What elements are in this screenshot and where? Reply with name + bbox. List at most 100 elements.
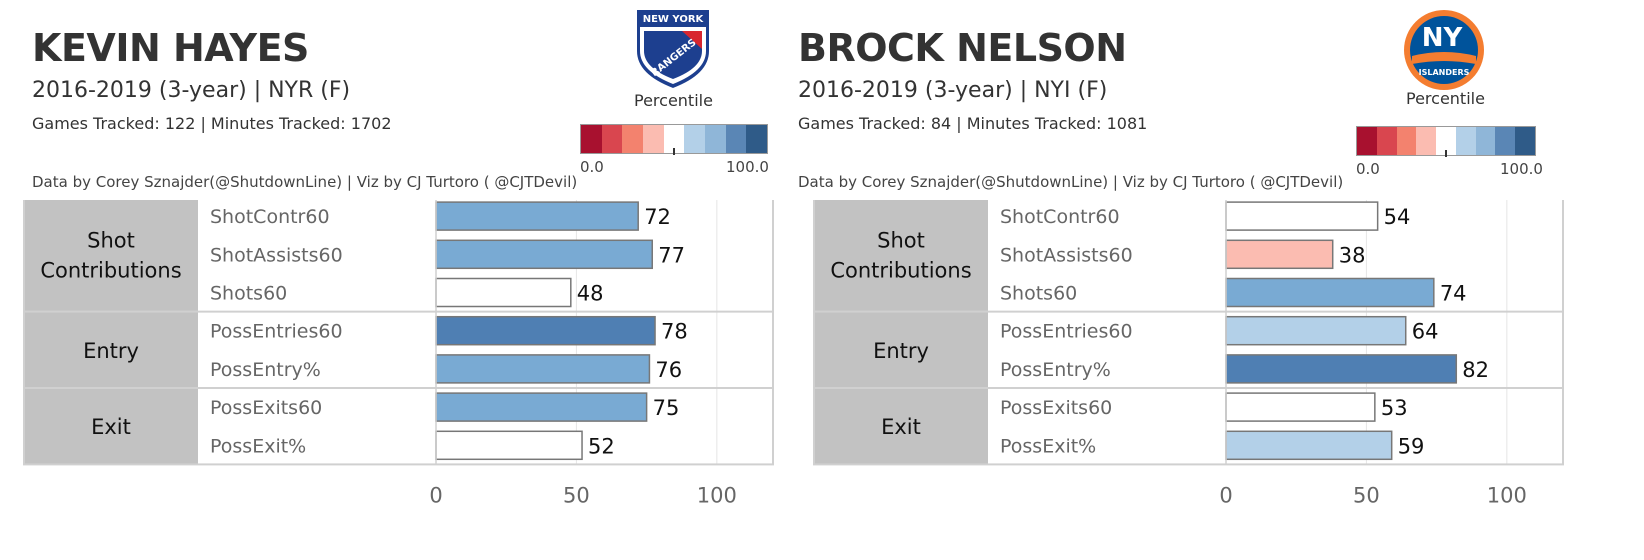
bar-value-label: 75 <box>653 396 680 420</box>
x-tick-label: 0 <box>1219 483 1232 507</box>
legend-min-label: 0.0 <box>580 158 604 176</box>
legend-max-label: 100.0 <box>1500 160 1543 178</box>
legend-swatch <box>663 125 685 153</box>
legend-swatch <box>601 125 623 153</box>
bar <box>435 201 639 231</box>
bar <box>1225 315 1407 346</box>
percentile-color-legend <box>1356 126 1536 156</box>
bar <box>1225 201 1379 231</box>
bar-value-label: 64 <box>1412 320 1439 344</box>
category-band <box>814 388 988 465</box>
player-subtitle: 2016-2019 (3-year) | NYI (F) <box>798 78 1108 103</box>
bar-value-label: 77 <box>658 243 685 267</box>
legend-swatch <box>1475 127 1496 155</box>
player-stats: Games Tracked: 84 | Minutes Tracked: 108… <box>798 114 1148 133</box>
category-label: Entry <box>873 339 929 363</box>
percentile-color-legend <box>580 124 768 154</box>
metric-label: PossEntry% <box>210 359 321 381</box>
x-tick-label: 0 <box>429 483 442 507</box>
bar-value-label: 76 <box>655 358 682 382</box>
x-tick-label: 100 <box>1487 483 1527 507</box>
metric-label: Shots60 <box>210 283 287 305</box>
category-band <box>24 388 198 465</box>
category-label: Entry <box>83 339 139 363</box>
legend-swatch <box>1436 127 1456 155</box>
bar-chart-svg: Shot Contributions Entry Exit ShotContr60 54 S… <box>813 200 1564 507</box>
svg-text:NEW YORK: NEW YORK <box>643 14 705 25</box>
category-label: Shot <box>87 228 135 252</box>
metric-label: ShotAssists60 <box>1000 244 1133 266</box>
bar-value-label: 54 <box>1384 205 1411 229</box>
bar <box>1225 277 1435 308</box>
legend-swatch <box>1357 127 1377 155</box>
rangers-shield-logo: NEW YORK RANGERS <box>635 8 711 91</box>
bar <box>435 277 572 308</box>
legend-title: Percentile <box>634 91 713 110</box>
bar-value-label: 78 <box>661 320 688 344</box>
bar-value-label: 72 <box>644 205 671 229</box>
bar <box>435 430 583 461</box>
legend-swatch <box>581 125 602 153</box>
metric-label: PossExits60 <box>210 397 322 419</box>
bar <box>1225 392 1376 422</box>
bar <box>435 239 653 270</box>
legend-median-tick <box>1445 150 1447 157</box>
bar <box>435 354 651 384</box>
category-label: Contributions <box>830 258 971 282</box>
category-band <box>24 200 198 312</box>
metric-label: PossEntries60 <box>1000 321 1133 343</box>
legend-swatch <box>684 125 706 153</box>
category-label: Exit <box>881 415 921 439</box>
legend-min-label: 0.0 <box>1356 160 1380 178</box>
metric-label: PossExit% <box>210 435 306 457</box>
player-name: BROCK NELSON <box>798 26 1127 70</box>
legend-swatch <box>1376 127 1397 155</box>
logo-text-top: NY <box>1422 23 1464 53</box>
credit-line: Data by Corey Sznajder(@ShutdownLine) | … <box>798 173 1344 191</box>
metric-label: PossExits60 <box>1000 397 1112 419</box>
legend-swatch <box>725 125 747 153</box>
player-subtitle: 2016-2019 (3-year) | NYR (F) <box>32 78 351 103</box>
metric-label: PossEntries60 <box>210 321 343 343</box>
player-panel-right: BROCK NELSON 2016-2019 (3-year) | NYI (F… <box>798 0 1604 560</box>
bar-value-label: 52 <box>588 434 615 458</box>
x-tick-label: 50 <box>1353 483 1380 507</box>
category-label: Exit <box>91 415 131 439</box>
legend-swatch <box>622 125 644 153</box>
bar <box>1225 430 1393 461</box>
bar-value-label: 82 <box>1462 358 1489 382</box>
bar-chart-svg: Shot Contributions Entry Exit ShotContr60 72 S… <box>23 200 774 507</box>
player-stats: Games Tracked: 122 | Minutes Tracked: 17… <box>32 114 392 133</box>
metric-label: PossEntry% <box>1000 359 1111 381</box>
player-panel-left: KEVIN HAYES 2016-2019 (3-year) | NYR (F)… <box>0 0 800 560</box>
bar-value-label: 59 <box>1398 434 1425 458</box>
credit-line: Data by Corey Sznajder(@ShutdownLine) | … <box>32 173 578 191</box>
logo-text-top: NEW YORK <box>643 14 705 25</box>
bar <box>435 315 656 346</box>
legend-swatch <box>1455 127 1476 155</box>
category-band <box>814 200 988 312</box>
bar-value-label: 38 <box>1339 243 1366 267</box>
metric-label: ShotContr60 <box>210 206 330 228</box>
bar <box>1225 354 1458 384</box>
legend-swatch <box>643 125 664 153</box>
x-tick-label: 100 <box>697 483 737 507</box>
islanders-roundel-logo: NY ISLANDERS <box>1404 10 1484 90</box>
category-label: Shot <box>877 228 925 252</box>
legend-swatch <box>1515 127 1536 155</box>
logo-text-bottom: ISLANDERS <box>1419 68 1470 77</box>
legend-swatch <box>1396 127 1417 155</box>
bar-value-label: 74 <box>1440 282 1467 306</box>
category-band <box>814 311 988 388</box>
x-tick-label: 50 <box>563 483 590 507</box>
player-name: KEVIN HAYES <box>32 26 309 70</box>
table-border <box>23 200 774 466</box>
metric-label: Shots60 <box>1000 283 1077 305</box>
legend-max-label: 100.0 <box>726 158 769 176</box>
legend-swatch <box>1416 127 1437 155</box>
bar <box>435 392 648 422</box>
table-border <box>813 200 1564 466</box>
legend-swatch <box>705 125 726 153</box>
legend-median-tick <box>673 148 675 155</box>
category-band <box>24 311 198 388</box>
